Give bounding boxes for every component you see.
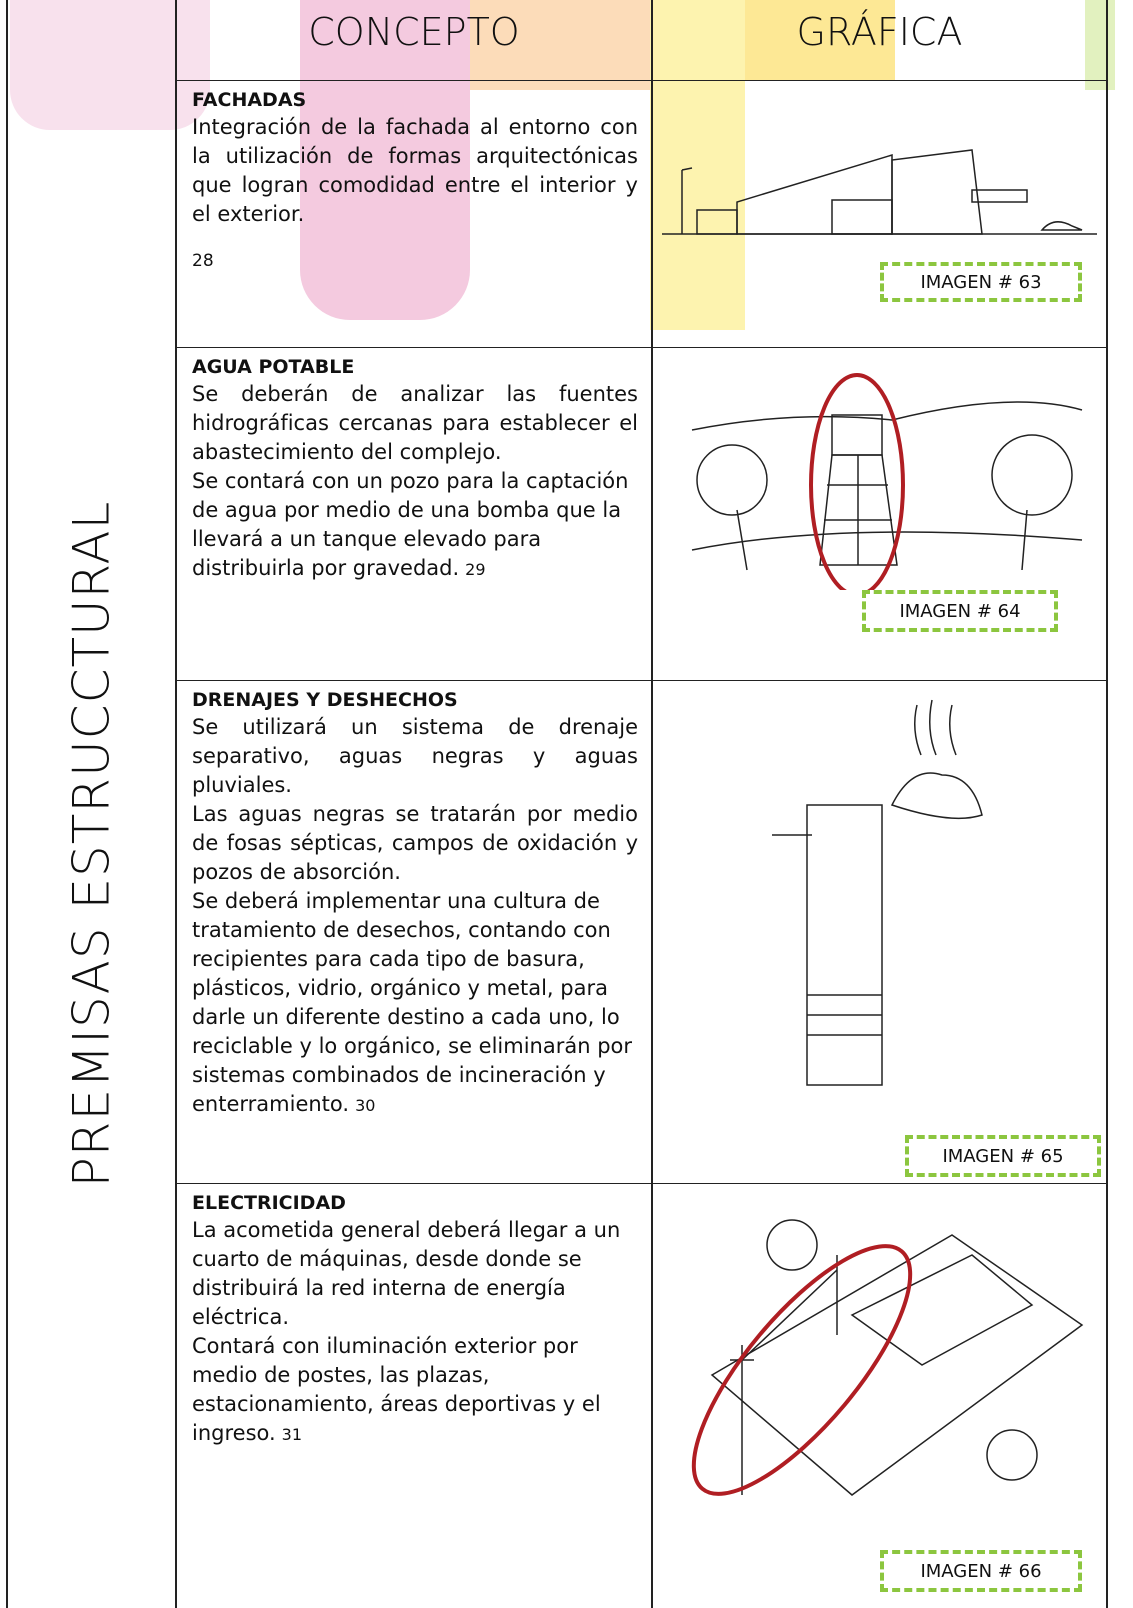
image-label: IMAGEN # 65 [905,1135,1101,1177]
paragraph: La acometida general deberá llegar a un … [192,1218,621,1329]
decor [650,0,745,330]
footnote: 29 [465,560,486,579]
paragraph-text: Se contará con un pozo para la captación… [192,469,629,580]
header: CONCEPTO [308,10,520,54]
water-tank-drawing [691,373,1083,590]
border [176,1183,1107,1184]
decor [745,0,895,80]
paragraph: Las aguas negras se tratarán por medio d… [192,802,638,884]
row-title: FACHADAS [192,89,307,111]
row-title: AGUA POTABLE [192,356,355,378]
border [1106,0,1108,1608]
border [175,0,177,1608]
border [176,347,1107,348]
concept-cell: FACHADAS Integración de la fachada al en… [176,81,652,347]
concept-cell: ELECTRICIDAD La acometida general deberá… [176,1184,652,1608]
header: GRÁFICA [796,10,963,54]
image-label: IMAGEN # 66 [880,1550,1082,1592]
paragraph: Integración de la fachada al entorno con… [192,115,638,226]
decor [1085,0,1115,90]
footnote: 28 [192,251,214,271]
border [6,0,8,1608]
footnote: 31 [281,1425,303,1444]
paragraph: Contará con iluminación exterior por med… [192,1332,638,1449]
paragraph: Se deberá implementar una cultura de tra… [192,887,638,1120]
row-title: DRENAJES Y DESHECHOS [192,689,458,711]
border [651,0,653,1608]
paragraph: Se utilizará un sistema de drenaje separ… [192,715,638,797]
decor [300,0,470,320]
paragraph-text: Contará con iluminación exterior por med… [192,1334,601,1445]
drain-drawing [772,699,983,1086]
paragraph: Se contará con un pozo para la captación… [192,467,638,584]
paragraph-text: Se deberá implementar una cultura de tra… [192,889,633,1116]
footnote: 30 [355,1096,376,1115]
side-cell: PREMISAS ESTRUCCTURAL [6,80,176,1608]
image-label: IMAGEN # 64 [862,590,1058,632]
paragraph: Se deberán de analizar las fuentes hidro… [192,382,638,464]
concept-cell: DRENAJES Y DESHECHOS Se utilizará un sis… [176,681,652,1183]
side-label: PREMISAS ESTRUCCTURAL [62,500,121,1188]
row-title: ELECTRICIDAD [192,1192,346,1214]
electricity-drawing [691,1219,1084,1496]
border [176,80,1107,81]
decor [470,0,650,90]
image-label: IMAGEN # 63 [880,262,1082,302]
concept-cell: AGUA POTABLE Se deberán de analizar las … [176,348,652,680]
facade-drawing [662,149,1097,235]
border [176,680,1107,681]
